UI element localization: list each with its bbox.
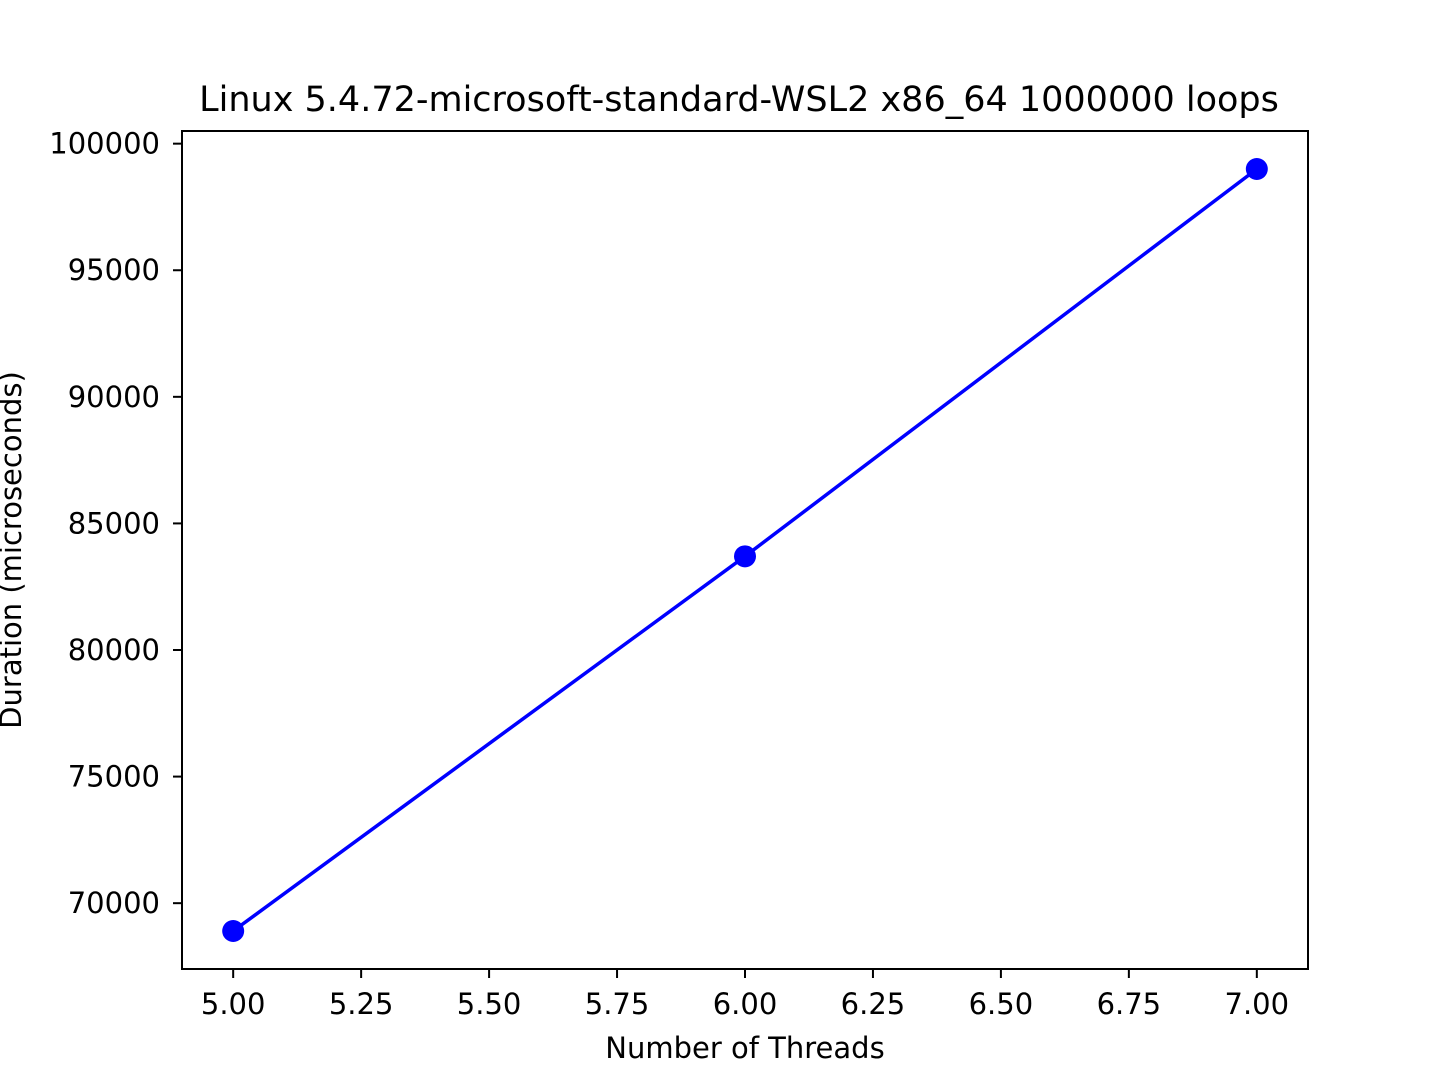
x-tick-label: 5.25 <box>329 987 394 1021</box>
data-point <box>734 545 756 568</box>
y-tick-label: 85000 <box>68 506 160 540</box>
y-tick-label: 70000 <box>68 886 160 920</box>
x-tick-label: 7.00 <box>1225 987 1290 1021</box>
x-tick-label: 5.50 <box>457 987 522 1021</box>
x-tick-label: 6.50 <box>969 987 1034 1021</box>
y-tick-label: 90000 <box>68 380 160 414</box>
x-axis-label: Number of Threads <box>605 1031 884 1065</box>
x-tick-label: 6.25 <box>841 987 906 1021</box>
x-tick-label: 5.00 <box>201 987 266 1021</box>
y-tick-label: 100000 <box>49 127 160 161</box>
plot-frame <box>181 130 1309 970</box>
y-tick-label: 75000 <box>68 760 160 794</box>
plot-series <box>222 157 1268 943</box>
y-axis: 70000 75000 80000 85000 90000 95000 100000 <box>49 127 182 920</box>
data-point <box>1245 157 1268 180</box>
x-tick-label: 6.75 <box>1097 987 1162 1021</box>
data-point <box>222 920 245 943</box>
y-tick-label: 95000 <box>68 253 160 287</box>
chart-title: Linux 5.4.72-microsoft-standard-WSL2 x86… <box>199 80 1279 120</box>
x-tick-label: 5.75 <box>585 987 650 1021</box>
x-axis: 5.00 5.25 5.50 5.75 6.00 6.25 6.50 6.75 7.00 <box>201 969 1289 1021</box>
y-tick-label: 80000 <box>68 633 160 667</box>
y-axis-label: Duration (microseconds) <box>0 371 28 729</box>
x-tick-label: 6.00 <box>713 987 778 1021</box>
